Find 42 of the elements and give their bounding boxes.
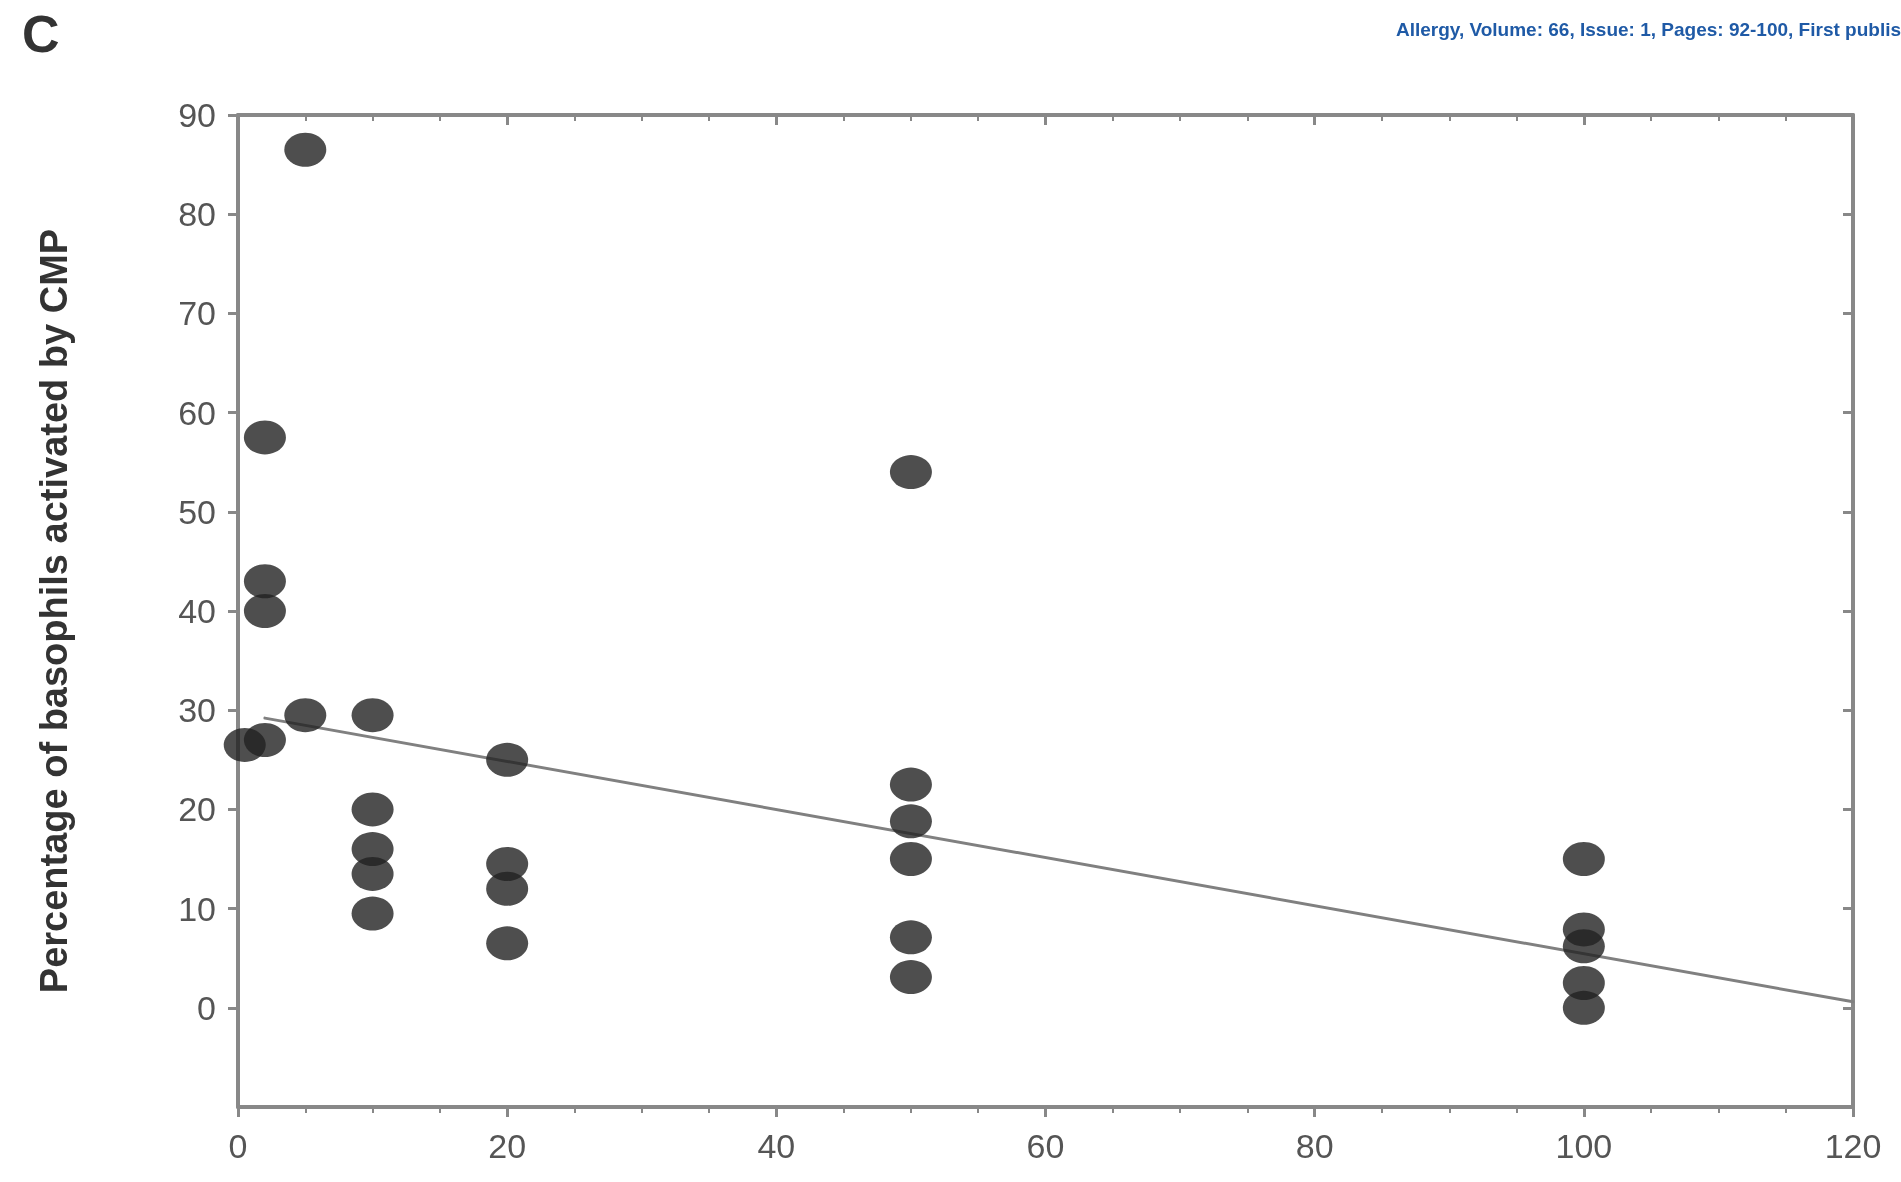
x-tick-label: 20 — [488, 1127, 527, 1165]
y-tick-label: 20 — [178, 790, 216, 829]
text: Allergy, Volume: 66, Issue: 1, Pages: 92-100, First publis — [1395, 19, 1901, 40]
point — [351, 698, 394, 733]
y-tick-label: 80 — [178, 195, 216, 234]
y-tick-label: 10 — [178, 889, 216, 928]
point — [486, 742, 529, 777]
point — [889, 842, 932, 876]
point — [1562, 842, 1605, 876]
y-axis-title: Percentage of basophils activated by CMP — [33, 228, 75, 994]
point — [1562, 990, 1605, 1025]
point — [889, 920, 932, 955]
x-tick-label: 0 — [228, 1127, 248, 1165]
x-tick-label: 100 — [1555, 1127, 1613, 1165]
y-tick-label: 90 — [178, 96, 216, 134]
point — [351, 792, 394, 827]
point — [243, 420, 286, 455]
x-tick-label: 40 — [757, 1127, 796, 1165]
point — [351, 856, 394, 891]
y-tick-label: 60 — [178, 393, 216, 432]
y-tick-label: 0 — [197, 988, 216, 1027]
point — [889, 804, 932, 839]
point — [243, 564, 286, 599]
y-tick-label: 50 — [178, 492, 216, 531]
point — [1562, 929, 1605, 964]
point — [243, 722, 286, 757]
point — [351, 896, 394, 931]
text: C — [22, 5, 60, 63]
point — [486, 871, 529, 906]
point — [486, 926, 529, 961]
point — [889, 767, 932, 802]
x-tick-label: 120 — [1824, 1127, 1882, 1165]
point — [284, 698, 327, 733]
y-tick-label: 40 — [178, 592, 216, 630]
x-tick-label: 60 — [1026, 1127, 1065, 1165]
point — [889, 455, 932, 490]
point — [284, 132, 327, 167]
y-tick-label: 30 — [178, 691, 216, 730]
point — [243, 594, 286, 628]
point — [889, 960, 932, 995]
x-tick-label: 80 — [1295, 1127, 1334, 1165]
y-tick-label: 70 — [178, 294, 216, 333]
